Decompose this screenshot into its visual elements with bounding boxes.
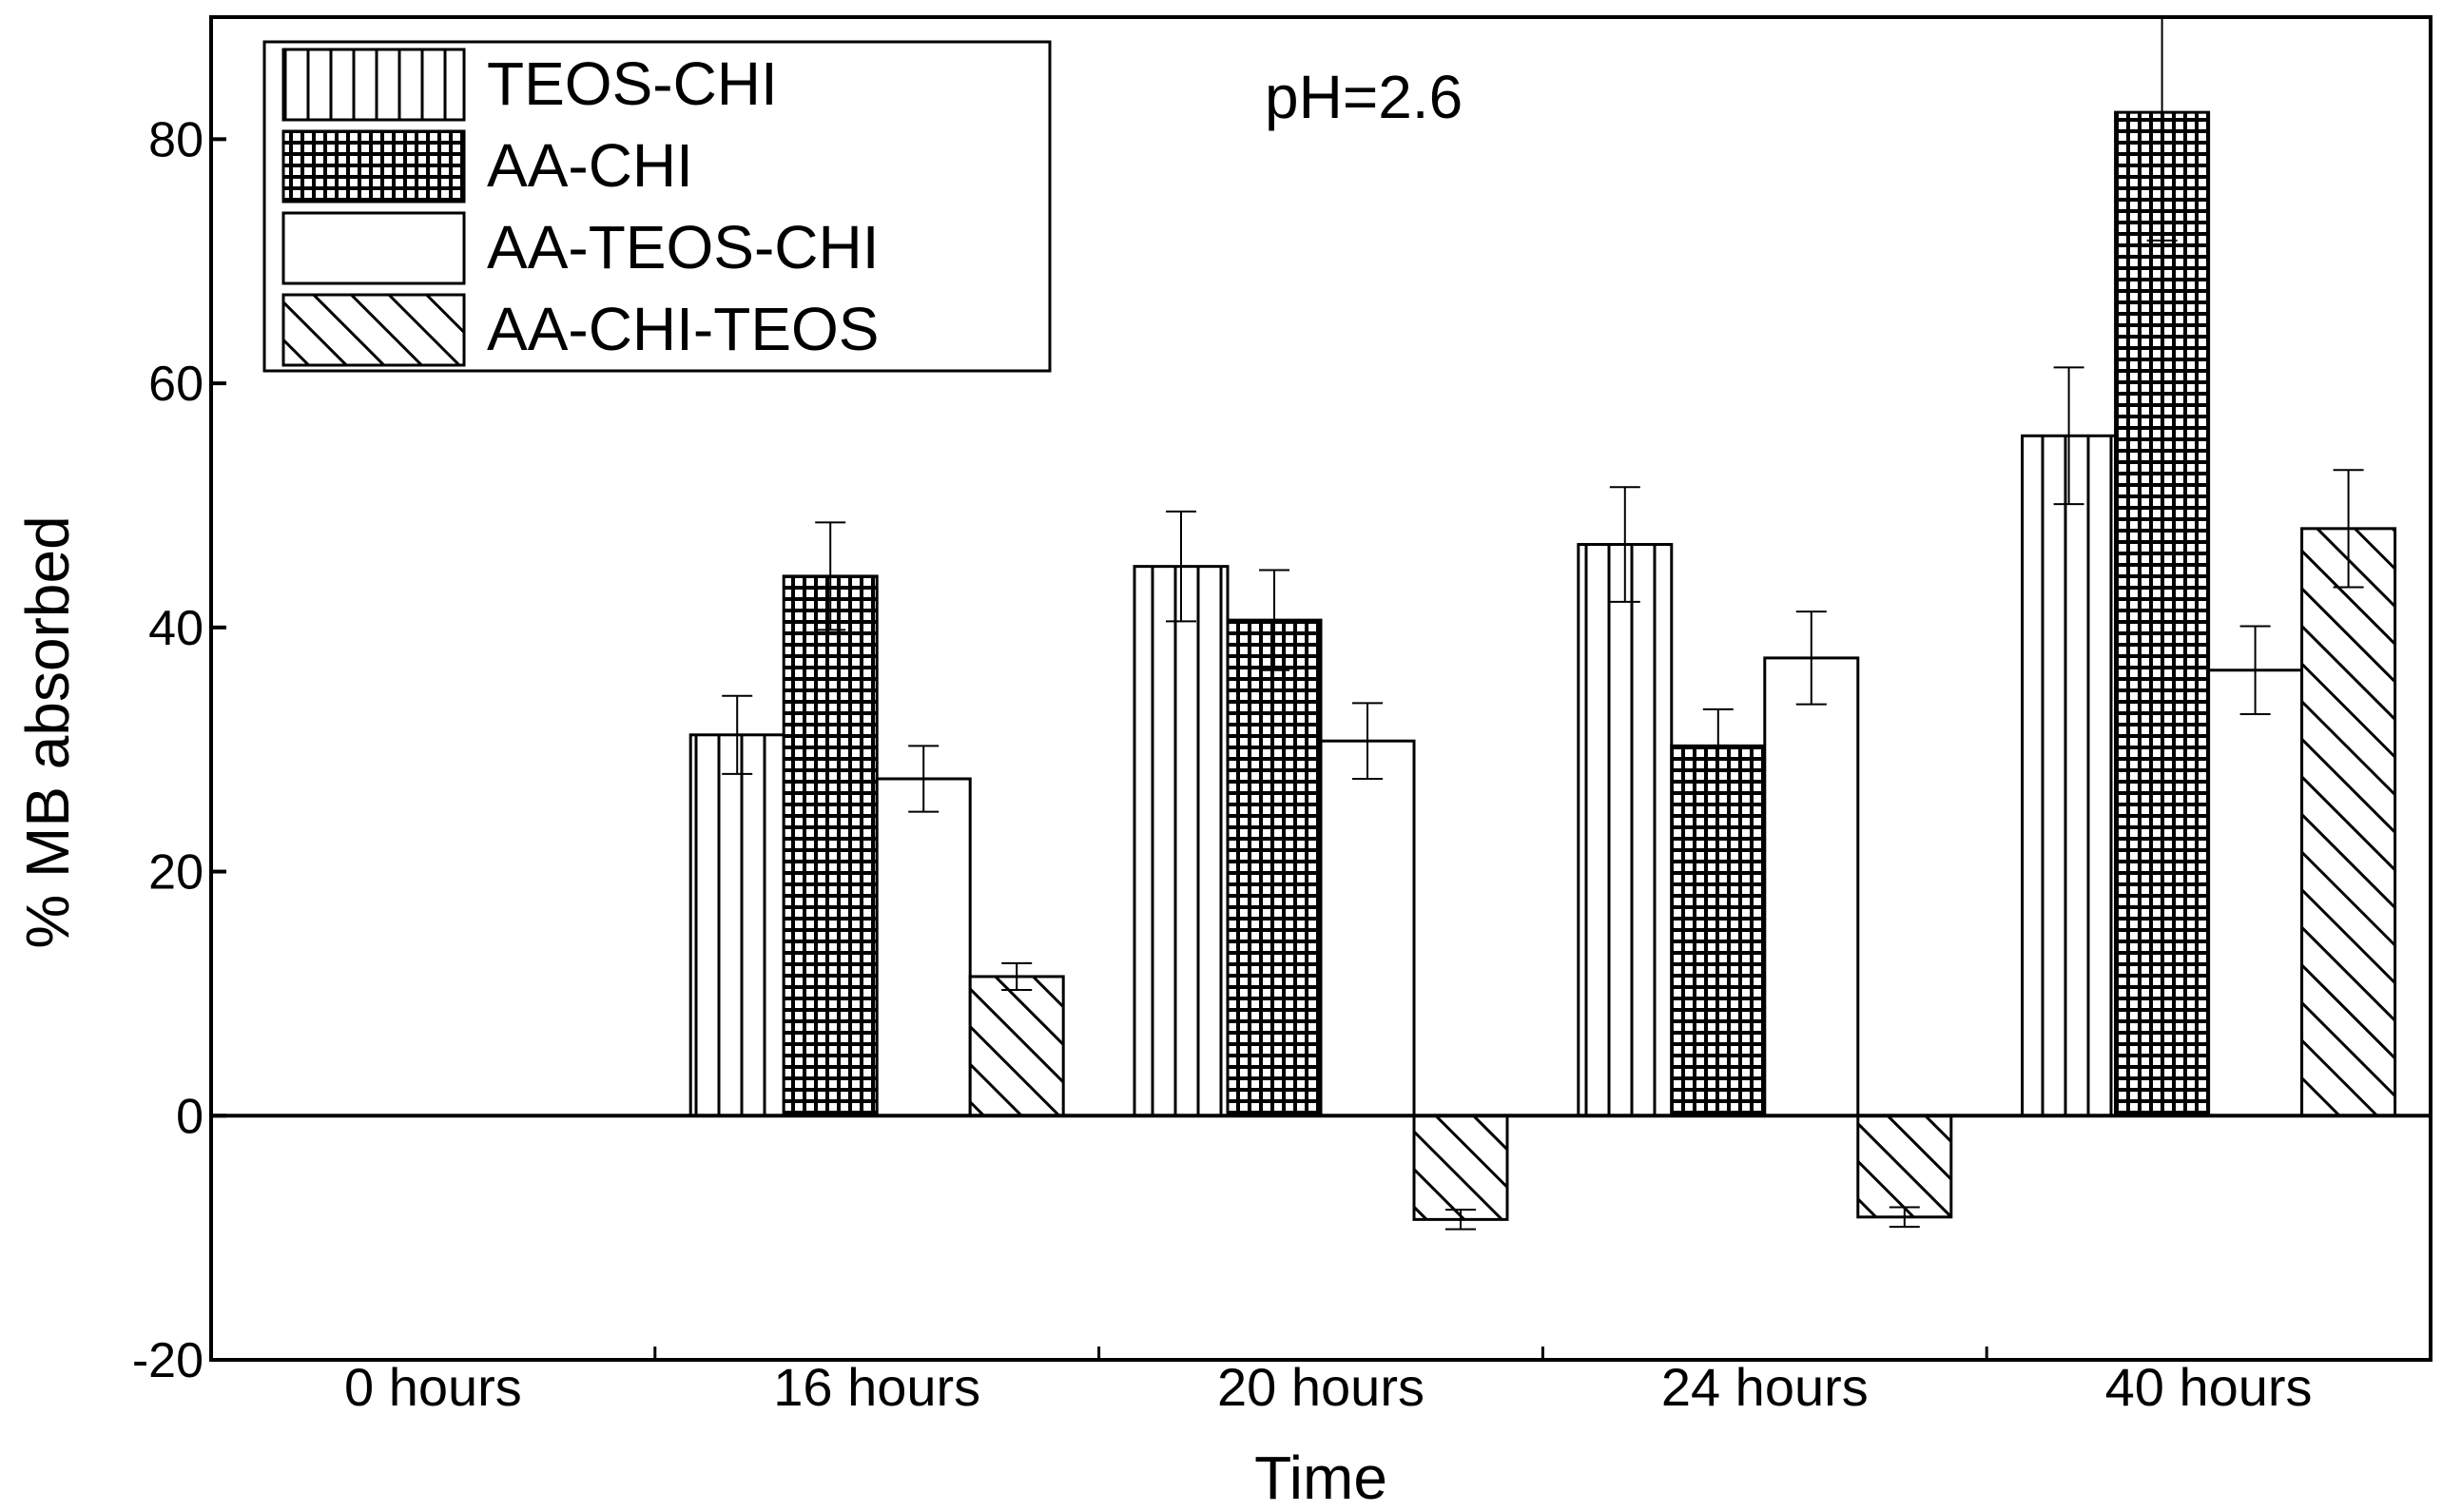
y-tick-label: -20 <box>132 1333 204 1388</box>
bar-aa-chi-teos <box>1856 1114 1953 1219</box>
error-bar <box>722 694 753 775</box>
bar-aa-chi <box>782 574 879 1117</box>
x-tick-label: 0 hours <box>344 1357 522 1417</box>
error-bar <box>2053 366 2084 506</box>
bar-aa-chi-teos <box>968 975 1065 1117</box>
y-tick-label: 80 <box>148 112 204 167</box>
bar-aa-teos-chi <box>1763 656 1860 1117</box>
legend-swatch <box>281 48 466 122</box>
bar-aa-chi-teos <box>1412 1114 1509 1221</box>
bar-teos-chi <box>1133 565 1230 1117</box>
error-bar <box>1259 569 1289 671</box>
x-axis-labels: 0 hours 16 hours 20 hours 24 hours 40 hours <box>344 1347 2313 1417</box>
bar-aa-chi <box>1670 744 1767 1117</box>
bar-teos-chi <box>688 733 785 1117</box>
bar-teos-chi <box>2021 434 2118 1117</box>
error-bar <box>2333 469 2364 589</box>
legend-label: AA-CHI-TEOS <box>487 295 879 363</box>
legend-swatch <box>281 211 466 285</box>
ph-annotation: pH=2.6 <box>1265 63 1463 131</box>
bars-layer <box>688 110 2397 1221</box>
legend-items: TEOS-CHI AA-CHI AA-TEOS-CHI AA-CHI-TEOS <box>281 48 879 367</box>
y-axis-title: % MB absorbed <box>13 515 82 948</box>
legend-label: AA-CHI <box>487 131 693 200</box>
bar-teos-chi <box>1577 543 1674 1117</box>
x-axis-title: Time <box>1254 1444 1387 1512</box>
bar-aa-chi-teos <box>2300 527 2397 1117</box>
x-tick-label: 24 hours <box>1661 1357 1869 1417</box>
legend-item: AA-CHI-TEOS <box>281 293 879 367</box>
x-tick-label: 20 hours <box>1217 1357 1424 1417</box>
error-bar <box>1166 510 1196 623</box>
legend-item: TEOS-CHI <box>281 48 778 122</box>
error-bar <box>1352 702 1383 780</box>
x-tick-label: 16 hours <box>773 1357 980 1417</box>
y-tick-label: 0 <box>176 1089 204 1144</box>
error-bar <box>1001 961 1033 992</box>
bar-aa-chi <box>1226 618 1323 1117</box>
error-bar <box>1889 1206 1920 1229</box>
error-bars-layer <box>722 17 2364 1231</box>
legend-swatch <box>281 129 466 204</box>
legend-label: TEOS-CHI <box>487 49 778 118</box>
legend-label: AA-TEOS-CHI <box>487 213 879 281</box>
y-tick-label: 20 <box>148 845 204 901</box>
legend: TEOS-CHI AA-CHI AA-TEOS-CHI AA-CHI-TEOS <box>262 40 1052 373</box>
bar-aa-teos-chi <box>875 777 972 1117</box>
y-tick-label: 60 <box>148 357 204 412</box>
error-bar <box>1795 611 1827 706</box>
legend-swatch <box>281 293 466 367</box>
error-bar <box>815 521 846 631</box>
legend-item: AA-TEOS-CHI <box>281 211 879 285</box>
bar-aa-chi <box>2114 110 2211 1117</box>
x-tick-label: 40 hours <box>2105 1357 2313 1417</box>
error-bar <box>1609 486 1640 603</box>
error-bar <box>1445 1209 1476 1231</box>
y-tick-label: 40 <box>148 601 204 656</box>
y-axis: -20 0 20 40 60 80 <box>132 112 226 1388</box>
bar-aa-teos-chi <box>1319 739 1416 1117</box>
error-bar <box>2239 625 2271 715</box>
error-bar <box>2146 17 2178 242</box>
bar-aa-teos-chi <box>2207 669 2304 1117</box>
legend-item: AA-CHI <box>281 129 693 204</box>
error-bar <box>1702 708 1734 784</box>
error-bar <box>908 745 940 813</box>
